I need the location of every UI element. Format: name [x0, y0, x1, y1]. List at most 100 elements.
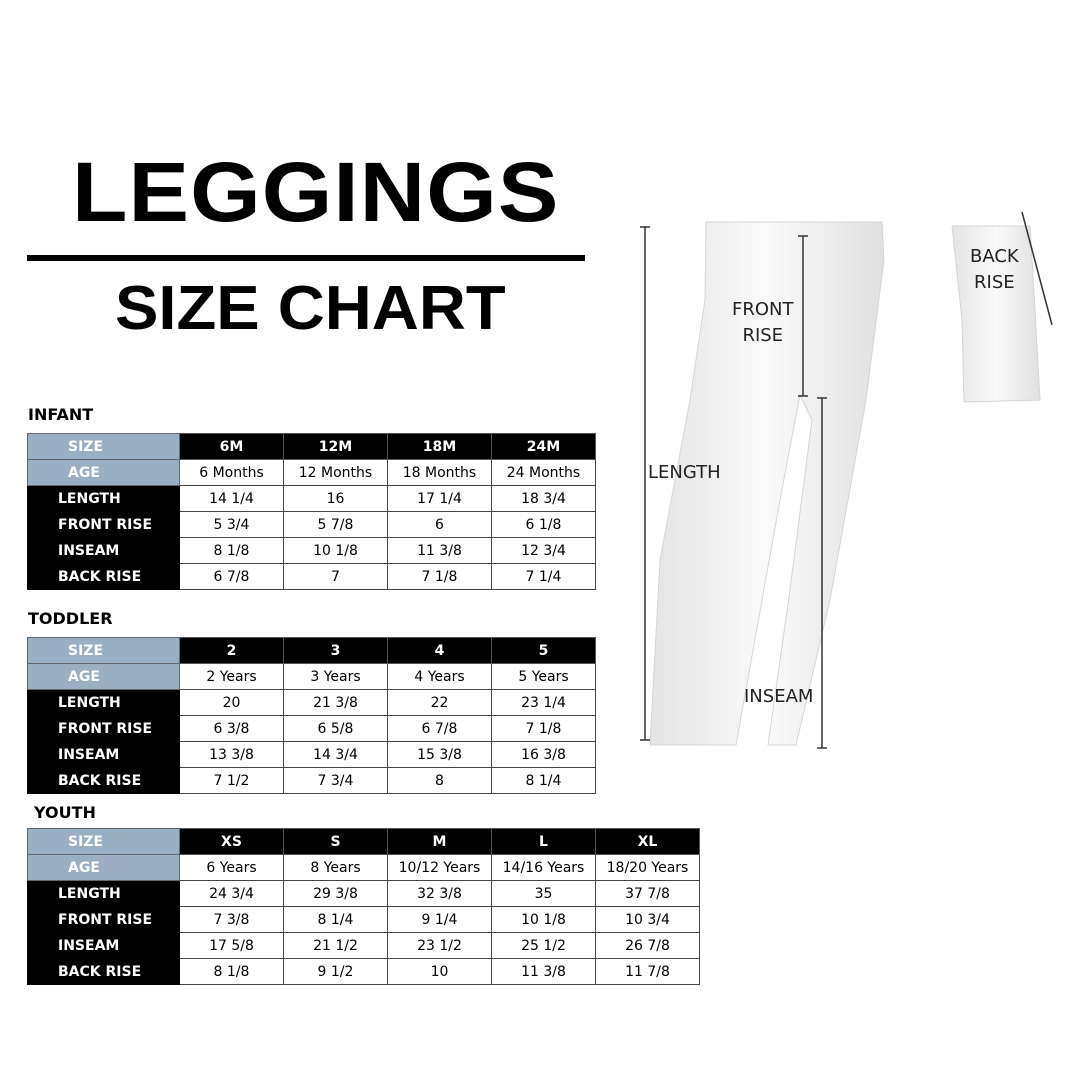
table-row-inseam: INSEAM 13 3/8 14 3/4 15 3/8 16 3/8 [27, 741, 596, 768]
size-header-cell: 2 [179, 637, 284, 664]
back-rise-measure-line [1021, 211, 1053, 326]
size-header-cell: XS [179, 828, 284, 855]
size-header-cell: 4 [387, 637, 492, 664]
table-cell: 6 5/8 [283, 715, 388, 742]
infant-size-table: SIZE 6M 12M 18M 24M AGE 6 Months 12 Months 18 Mo… [27, 433, 596, 590]
row-label-front-rise: FRONT RISE [27, 715, 180, 742]
table-cell: 7 1/4 [491, 563, 596, 590]
leggings-back-image [951, 225, 1041, 403]
page-subtitle: SIZE CHART [115, 274, 506, 343]
row-label-age: AGE [27, 854, 180, 881]
table-cell: 5 Years [491, 663, 596, 690]
table-cell: 4 Years [387, 663, 492, 690]
row-label-length: LENGTH [27, 485, 180, 512]
table-row-front-rise: FRONT RISE 7 3/8 8 1/4 9 1/4 10 1/8 10 3/4 [27, 906, 700, 933]
table-cell: 35 [491, 880, 596, 907]
table-cell: 6 1/8 [491, 511, 596, 538]
title-divider [27, 255, 585, 261]
row-label-inseam: INSEAM [27, 537, 180, 564]
table-cell: 10 1/8 [283, 537, 388, 564]
table-cell: 6 Years [179, 854, 284, 881]
table-row-inseam: INSEAM 8 1/8 10 1/8 11 3/8 12 3/4 [27, 537, 596, 564]
leggings-diagram [640, 211, 1053, 749]
size-header-cell: 6M [179, 433, 284, 460]
table-cell: 10/12 Years [387, 854, 492, 881]
table-cell: 21 1/2 [283, 932, 388, 959]
table-cell: 13 3/8 [179, 741, 284, 768]
row-label-front-rise: FRONT RISE [27, 511, 180, 538]
table-cell: 7 3/4 [283, 767, 388, 794]
inseam-label: INSEAM [744, 686, 814, 707]
table-cell: 17 1/4 [387, 485, 492, 512]
table-cell: 11 7/8 [595, 958, 700, 985]
length-label: LENGTH [648, 462, 721, 483]
table-cell: 6 7/8 [387, 715, 492, 742]
table-cell: 7 1/2 [179, 767, 284, 794]
table-row-age: AGE 6 Years 8 Years 10/12 Years 14/16 Years 1… [27, 854, 700, 881]
table-cell: 37 7/8 [595, 880, 700, 907]
table-cell: 7 1/8 [387, 563, 492, 590]
size-header-cell: L [491, 828, 596, 855]
size-header-cell: 3 [283, 637, 388, 664]
table-cell: 18 3/4 [491, 485, 596, 512]
row-label-size: SIZE [27, 828, 180, 855]
table-row-size: SIZE 2 3 4 5 [27, 637, 596, 664]
table-cell: 8 1/8 [179, 537, 284, 564]
row-label-back-rise: BACK RISE [27, 767, 180, 794]
size-header-cell: 12M [283, 433, 388, 460]
table-row-back-rise: BACK RISE 6 7/8 7 7 1/8 7 1/4 [27, 563, 596, 590]
table-cell: 7 3/8 [179, 906, 284, 933]
table-cell: 11 3/8 [491, 958, 596, 985]
youth-size-table: SIZE XS S M L XL AGE 6 Years 8 Years 10/12 Years 1… [27, 828, 700, 985]
table-cell: 8 1/8 [179, 958, 284, 985]
size-header-cell: M [387, 828, 492, 855]
table-cell: 6 3/8 [179, 715, 284, 742]
section-title-youth: YOUTH [34, 803, 96, 822]
table-cell: 2 Years [179, 663, 284, 690]
toddler-size-table: SIZE 2 3 4 5 AGE 2 Years 3 Years 4 Years 5 Years L… [27, 637, 596, 794]
table-cell: 9 1/4 [387, 906, 492, 933]
row-label-size: SIZE [27, 433, 180, 460]
table-cell: 7 [283, 563, 388, 590]
table-cell: 14/16 Years [491, 854, 596, 881]
table-cell: 10 1/8 [491, 906, 596, 933]
row-label-size: SIZE [27, 637, 180, 664]
size-header-cell: 18M [387, 433, 492, 460]
table-cell: 23 1/2 [387, 932, 492, 959]
table-cell: 21 3/8 [283, 689, 388, 716]
table-cell: 12 3/4 [491, 537, 596, 564]
table-row-age: AGE 2 Years 3 Years 4 Years 5 Years [27, 663, 596, 690]
table-row-length: LENGTH 20 21 3/8 22 23 1/4 [27, 689, 596, 716]
table-cell: 22 [387, 689, 492, 716]
table-cell: 14 3/4 [283, 741, 388, 768]
table-cell: 6 Months [179, 459, 284, 486]
table-cell: 8 1/4 [283, 906, 388, 933]
table-cell: 8 Years [283, 854, 388, 881]
table-row-front-rise: FRONT RISE 6 3/8 6 5/8 6 7/8 7 1/8 [27, 715, 596, 742]
table-cell: 24 Months [491, 459, 596, 486]
row-label-front-rise: FRONT RISE [27, 906, 180, 933]
table-row-front-rise: FRONT RISE 5 3/4 5 7/8 6 6 1/8 [27, 511, 596, 538]
table-cell: 6 [387, 511, 492, 538]
size-header-cell: XL [595, 828, 700, 855]
table-cell: 24 3/4 [179, 880, 284, 907]
back-rise-label: BACK RISE [970, 246, 1019, 293]
section-title-toddler: TODDLER [28, 609, 113, 628]
table-cell: 3 Years [283, 663, 388, 690]
table-cell: 8 [387, 767, 492, 794]
table-cell: 11 3/8 [387, 537, 492, 564]
row-label-back-rise: BACK RISE [27, 563, 180, 590]
section-title-infant: INFANT [28, 405, 94, 424]
table-row-age: AGE 6 Months 12 Months 18 Months 24 Months [27, 459, 596, 486]
row-label-inseam: INSEAM [27, 932, 180, 959]
page-title: LEGGINGS [72, 145, 560, 239]
table-cell: 14 1/4 [179, 485, 284, 512]
table-cell: 29 3/8 [283, 880, 388, 907]
row-label-age: AGE [27, 663, 180, 690]
table-row-size: SIZE 6M 12M 18M 24M [27, 433, 596, 460]
front-rise-label: FRONT RISE [732, 299, 794, 346]
row-label-age: AGE [27, 459, 180, 486]
table-row-length: LENGTH 24 3/4 29 3/8 32 3/8 35 37 7/8 [27, 880, 700, 907]
table-row-inseam: INSEAM 17 5/8 21 1/2 23 1/2 25 1/2 26 7/8 [27, 932, 700, 959]
table-cell: 15 3/8 [387, 741, 492, 768]
